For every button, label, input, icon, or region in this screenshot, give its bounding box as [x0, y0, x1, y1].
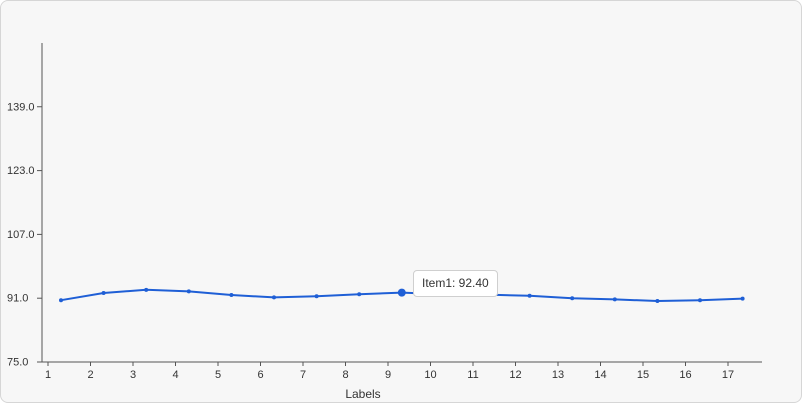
data-point[interactable]: [314, 294, 319, 299]
data-point[interactable]: [101, 291, 106, 296]
y-tick-label: 75.0: [7, 357, 28, 369]
x-tick-label: 10: [424, 369, 436, 381]
x-tick-label: 14: [594, 369, 606, 381]
x-tick-label: 15: [637, 369, 649, 381]
x-tick-label: 9: [385, 369, 391, 381]
data-point[interactable]: [229, 293, 234, 298]
data-point[interactable]: [357, 292, 362, 297]
data-point[interactable]: [612, 297, 617, 302]
x-tick-label: 4: [172, 369, 178, 381]
x-axis-title: Labels: [345, 387, 380, 401]
x-tick-label: 16: [679, 369, 691, 381]
y-axis-ticks: 75.0 91.0 107.0 123.0 139.0: [7, 101, 42, 369]
y-tick-label: 107.0: [7, 229, 35, 241]
y-tick-label: 91.0: [7, 293, 28, 305]
x-tick-label: 1: [45, 369, 51, 381]
x-tick-label: 11: [467, 369, 478, 381]
x-tick-label: 3: [130, 369, 136, 381]
data-point[interactable]: [570, 296, 575, 301]
x-tick-label: 6: [257, 369, 263, 381]
active-data-point[interactable]: [397, 288, 406, 297]
y-tick-label: 123.0: [7, 165, 35, 177]
x-axis-ticks: 1 2 3 4 5 6 7 8 9 10 11 12 13 14 15 16 17: [45, 362, 734, 381]
x-tick-label: 12: [509, 369, 521, 381]
data-point[interactable]: [740, 296, 745, 301]
x-tick-label: 8: [342, 369, 348, 381]
x-tick-label: 17: [722, 369, 734, 381]
data-point[interactable]: [698, 298, 702, 303]
x-tick-label: 5: [215, 369, 221, 381]
tooltip: Item1: 92.40: [413, 270, 498, 297]
data-point[interactable]: [144, 287, 149, 292]
x-tick-label: 2: [87, 369, 93, 381]
data-point[interactable]: [655, 298, 660, 303]
data-point[interactable]: [527, 293, 532, 298]
data-point[interactable]: [186, 289, 191, 294]
data-point[interactable]: [59, 298, 63, 303]
x-tick-label: 13: [552, 369, 564, 381]
y-tick-label: 139.0: [7, 101, 35, 113]
data-point[interactable]: [272, 295, 276, 300]
x-tick-label: 7: [300, 369, 306, 381]
